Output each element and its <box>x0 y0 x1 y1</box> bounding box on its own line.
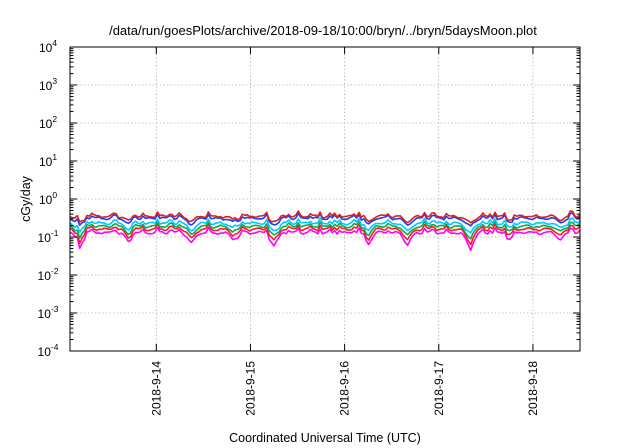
series-layer <box>69 210 581 252</box>
x-tick-label: 2018-9-14 <box>149 361 163 416</box>
y-tick-label: 10-1 <box>38 228 59 245</box>
y-tick-label: 104 <box>39 38 57 55</box>
y-tick-label: 102 <box>39 114 57 131</box>
series-line <box>69 220 581 240</box>
x-tick-label: 2018-9-17 <box>432 361 446 416</box>
series-line <box>69 217 581 234</box>
series-line <box>69 226 581 252</box>
x-tick-labels: 2018-9-14 2018-9-15 2018-9-16 2018-9-17 2018… <box>149 361 540 416</box>
y-tick-label: 10-2 <box>38 266 59 283</box>
y-tick-label: 10-4 <box>38 342 59 359</box>
series-line <box>69 223 581 246</box>
series-line <box>69 210 581 224</box>
series-line <box>69 212 581 227</box>
y-tick-label: 100 <box>39 190 57 207</box>
x-tick-label: 2018-9-16 <box>338 361 352 416</box>
x-tick-label: 2018-9-18 <box>526 361 540 416</box>
y-tick-label: 10-3 <box>38 304 59 321</box>
grid <box>70 47 580 351</box>
y-tick-label: 101 <box>39 152 57 169</box>
chart-title: /data/run/goesPlots/archive/2018-09-18/1… <box>109 23 537 38</box>
y-tick-label: 103 <box>39 76 57 93</box>
x-tick-label: 2018-9-15 <box>243 361 257 416</box>
y-axis-label: cGy/day <box>19 175 33 222</box>
y-tick-labels: 10-4 10-3 10-2 10-1 100 101 102 103 104 <box>38 38 59 359</box>
x-axis-label: Coordinated Universal Time (UTC) <box>229 431 421 445</box>
ticks <box>70 46 580 352</box>
